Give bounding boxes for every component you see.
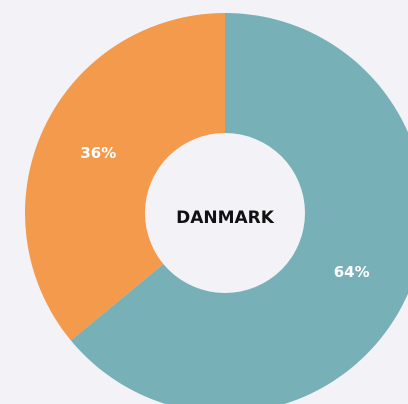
value-label: 36%	[80, 144, 116, 162]
donut-hole	[145, 133, 305, 293]
center-label: DANMARK	[176, 208, 275, 228]
slice	[24, 12, 225, 341]
value-label: 64%	[334, 263, 370, 281]
